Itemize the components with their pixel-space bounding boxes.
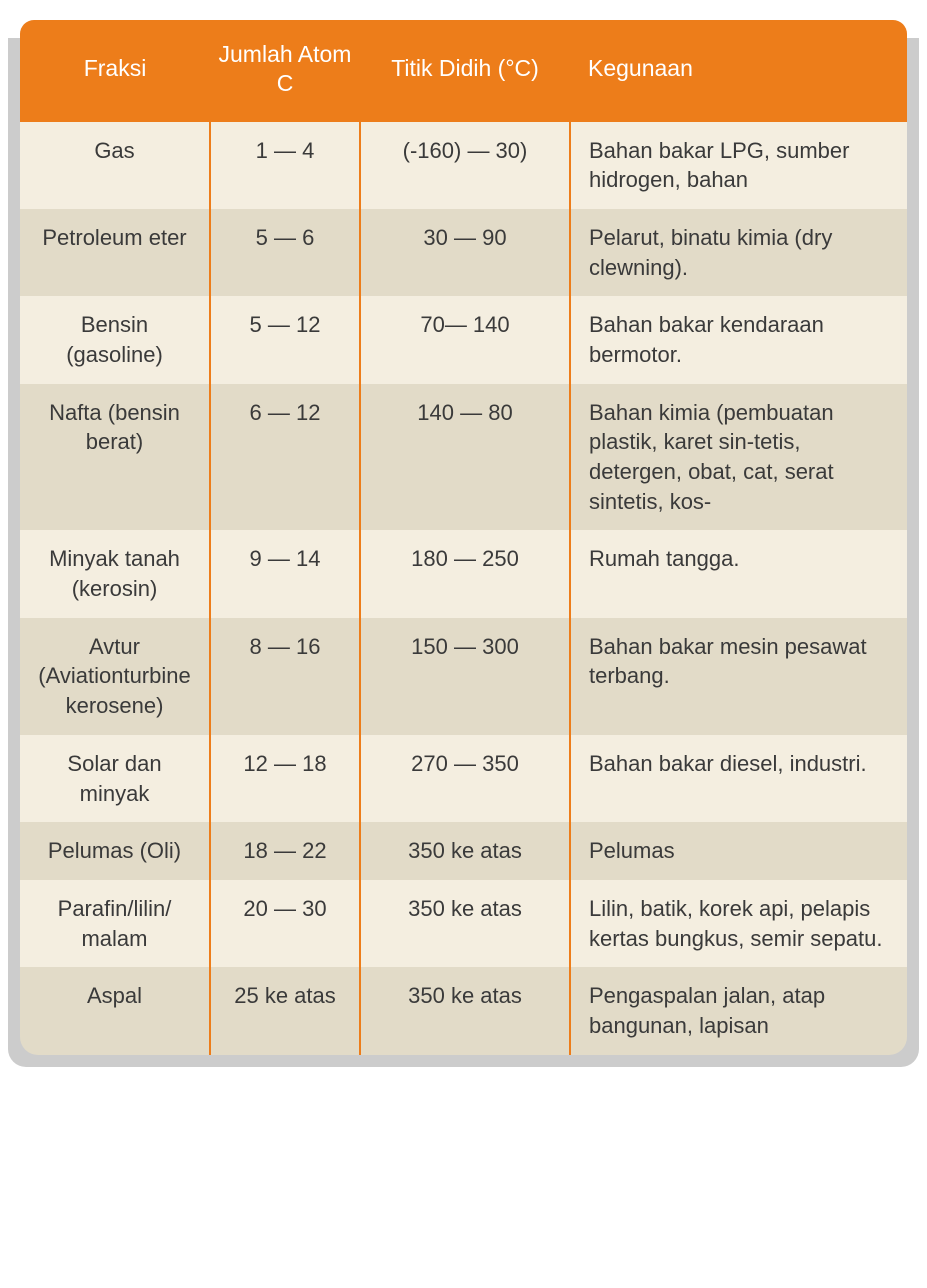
cell-atom-c: 1 — 4	[210, 122, 360, 209]
table-row: Bensin (gasoline) 5 — 12 70— 140 Bahan b…	[20, 296, 907, 383]
cell-fraksi: Nafta (bensin berat)	[20, 384, 210, 531]
table-row: Petroleum eter 5 — 6 30 — 90 Pelarut, bi…	[20, 209, 907, 296]
cell-kegunaan: Pelumas	[570, 822, 907, 880]
cell-fraksi: Pelumas (Oli)	[20, 822, 210, 880]
cell-fraksi: Aspal	[20, 967, 210, 1054]
table-row: Pelumas (Oli) 18 — 22 350 ke atas Peluma…	[20, 822, 907, 880]
cell-atom-c: 20 — 30	[210, 880, 360, 967]
cell-atom-c: 5 — 12	[210, 296, 360, 383]
table-container: Fraksi Jumlah Atom C Titik Didih (°C) Ke…	[20, 20, 907, 1055]
table-header-row: Fraksi Jumlah Atom C Titik Didih (°C) Ke…	[20, 20, 907, 122]
cell-atom-c: 5 — 6	[210, 209, 360, 296]
table-row: Nafta (bensin berat) 6 — 12 140 — 80 Bah…	[20, 384, 907, 531]
col-header-titik-didih: Titik Didih (°C)	[360, 20, 570, 122]
cell-fraksi: Bensin (gasoline)	[20, 296, 210, 383]
cell-didih: 30 — 90	[360, 209, 570, 296]
cell-fraksi: Gas	[20, 122, 210, 209]
table-row: Aspal 25 ke atas 350 ke atas Pengaspalan…	[20, 967, 907, 1054]
cell-kegunaan: Bahan bakar mesin pesawat terbang.	[570, 618, 907, 735]
table-body: Gas 1 — 4 (-160) — 30) Bahan bakar LPG, …	[20, 122, 907, 1055]
cell-atom-c: 6 — 12	[210, 384, 360, 531]
cell-didih: 270 — 350	[360, 735, 570, 822]
col-header-kegunaan: Kegunaan	[570, 20, 907, 122]
cell-kegunaan: Lilin, batik, korek api, pelapis kertas …	[570, 880, 907, 967]
cell-didih: 350 ke atas	[360, 822, 570, 880]
cell-atom-c: 9 — 14	[210, 530, 360, 617]
cell-fraksi: Minyak tanah (kerosin)	[20, 530, 210, 617]
cell-kegunaan: Bahan kimia (pembuatan plastik, karet si…	[570, 384, 907, 531]
cell-atom-c: 18 — 22	[210, 822, 360, 880]
cell-atom-c: 12 — 18	[210, 735, 360, 822]
cell-kegunaan: Bahan bakar kendaraan bermotor.	[570, 296, 907, 383]
cell-fraksi: Parafin/lilin/ malam	[20, 880, 210, 967]
cell-didih: 70— 140	[360, 296, 570, 383]
fraction-table: Fraksi Jumlah Atom C Titik Didih (°C) Ke…	[20, 20, 907, 1055]
cell-didih: 180 — 250	[360, 530, 570, 617]
cell-fraksi: Avtur (Aviationturbine kerosene)	[20, 618, 210, 735]
cell-didih: (-160) — 30)	[360, 122, 570, 209]
table-row: Parafin/lilin/ malam 20 — 30 350 ke atas…	[20, 880, 907, 967]
cell-didih: 140 — 80	[360, 384, 570, 531]
cell-kegunaan: Rumah tangga.	[570, 530, 907, 617]
cell-didih: 350 ke atas	[360, 967, 570, 1054]
cell-atom-c: 8 — 16	[210, 618, 360, 735]
cell-kegunaan: Bahan bakar LPG, sumber hidrogen, bahan	[570, 122, 907, 209]
col-header-atom-c: Jumlah Atom C	[210, 20, 360, 122]
cell-fraksi: Petroleum eter	[20, 209, 210, 296]
cell-fraksi: Solar dan minyak	[20, 735, 210, 822]
cell-kegunaan: Bahan bakar diesel, industri.	[570, 735, 907, 822]
col-header-fraksi: Fraksi	[20, 20, 210, 122]
cell-didih: 350 ke atas	[360, 880, 570, 967]
cell-kegunaan: Pengaspalan jalan, atap bangunan, lapisa…	[570, 967, 907, 1054]
table-row: Avtur (Aviationturbine kerosene) 8 — 16 …	[20, 618, 907, 735]
table-row: Solar dan minyak 12 — 18 270 — 350 Bahan…	[20, 735, 907, 822]
cell-atom-c: 25 ke atas	[210, 967, 360, 1054]
table-row: Gas 1 — 4 (-160) — 30) Bahan bakar LPG, …	[20, 122, 907, 209]
table-row: Minyak tanah (kerosin) 9 — 14 180 — 250 …	[20, 530, 907, 617]
cell-didih: 150 — 300	[360, 618, 570, 735]
cell-kegunaan: Pelarut, binatu kimia (dry clewning).	[570, 209, 907, 296]
